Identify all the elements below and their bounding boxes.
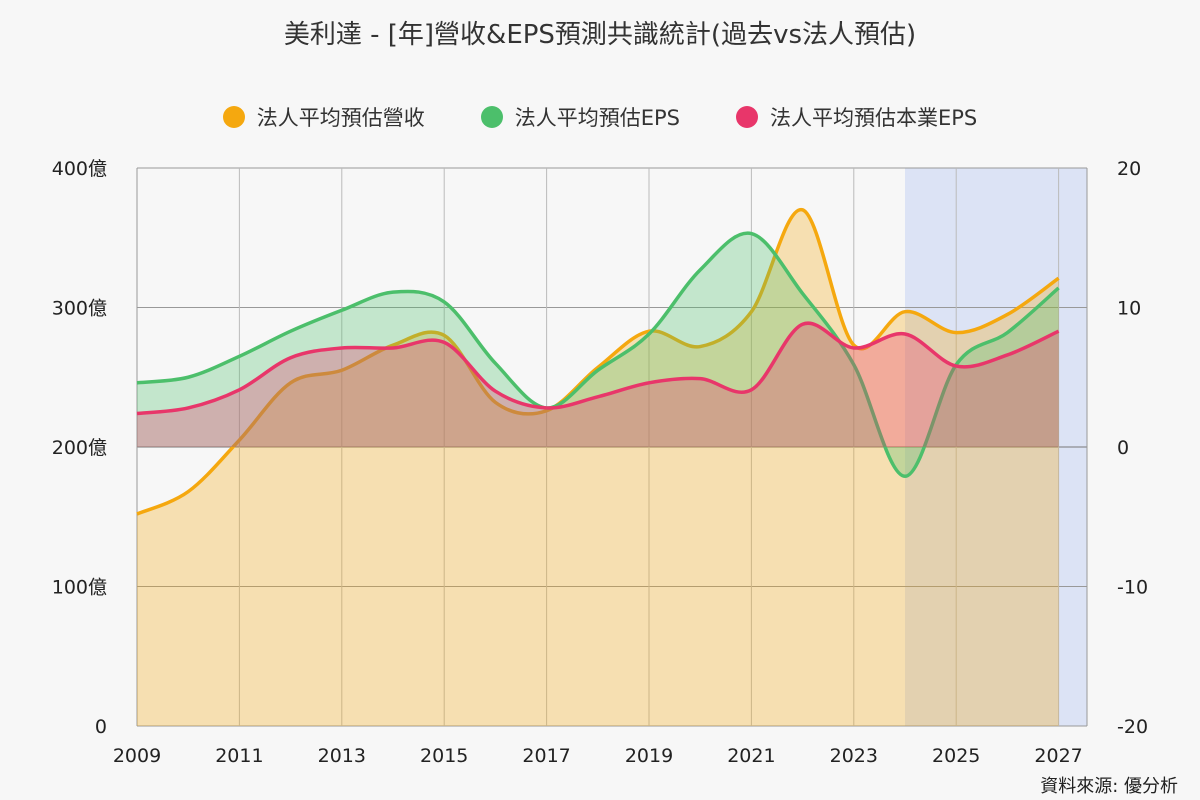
area-eps bbox=[137, 233, 1059, 477]
source-note: 資料來源: 優分析 bbox=[1040, 776, 1178, 797]
right-axis-tick: 0 bbox=[1117, 437, 1129, 459]
line-eps bbox=[136, 231, 1060, 479]
right-axis-tick: 10 bbox=[1117, 298, 1141, 320]
left-axis-tick: 100億 bbox=[52, 577, 107, 599]
legend-label-revenue: 法人平均預估營收 bbox=[256, 106, 425, 130]
x-axis-tick: 2025 bbox=[932, 745, 980, 767]
x-axis-tick: 2021 bbox=[727, 745, 775, 767]
legend-item-core-eps[interactable]: 法人平均預估本業EPS bbox=[736, 102, 977, 132]
right-axis-tick: 20 bbox=[1117, 158, 1141, 180]
legend-label-eps: 法人平均預估EPS bbox=[514, 106, 680, 130]
x-axis-tick: 2011 bbox=[215, 745, 263, 767]
area-revenue bbox=[137, 209, 1059, 726]
right-axis-tick: -10 bbox=[1117, 577, 1148, 599]
legend-item-revenue[interactable]: 法人平均預估營收 bbox=[222, 102, 425, 132]
legend-item-eps[interactable]: 法人平均預估EPS bbox=[480, 102, 680, 132]
x-axis-tick: 2017 bbox=[522, 745, 570, 767]
x-axis-tick: 2009 bbox=[113, 745, 161, 767]
left-axis-tick: 400億 bbox=[52, 158, 107, 180]
left-axis-tick: 200億 bbox=[52, 437, 107, 459]
area-core-eps bbox=[137, 323, 1059, 447]
right-axis-tick: -20 bbox=[1117, 716, 1148, 738]
line-revenue bbox=[136, 208, 1060, 516]
x-axis-tick: 2027 bbox=[1034, 745, 1082, 767]
x-axis-tick: 2023 bbox=[830, 745, 878, 767]
legend-swatch-core-eps bbox=[736, 106, 758, 128]
legend-swatch-revenue bbox=[222, 106, 245, 128]
x-axis-tick: 2015 bbox=[420, 745, 468, 767]
x-axis-tick: 2019 bbox=[625, 745, 673, 767]
left-axis-tick: 0 bbox=[95, 716, 107, 738]
line-core-eps bbox=[136, 321, 1060, 416]
chart-title: 美利達 - [年]營收&EPS預測共識統計(過去vs法人預估) bbox=[283, 20, 917, 50]
left-axis-tick: 300億 bbox=[52, 298, 107, 320]
legend: 法人平均預估營收 法人平均預估EPS 法人平均預估本業EPS bbox=[0, 102, 1200, 132]
legend-swatch-eps bbox=[480, 106, 503, 128]
legend-label-core-eps: 法人平均預估本業EPS bbox=[770, 106, 978, 130]
x-axis-tick: 2013 bbox=[318, 745, 366, 767]
